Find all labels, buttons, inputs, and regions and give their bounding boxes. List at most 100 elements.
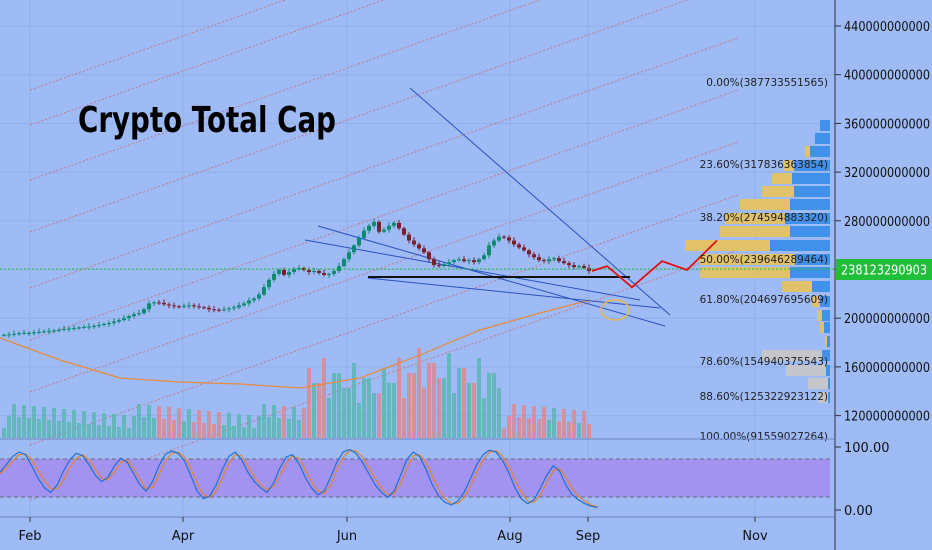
candle-body	[357, 238, 361, 246]
price-axis-label: 280000000000	[844, 214, 930, 230]
candle-body	[477, 259, 481, 263]
channel-line	[29, 0, 542, 181]
volume-bar	[252, 428, 256, 438]
volume-bar	[352, 363, 356, 438]
osc-label-100: 100.00	[844, 441, 890, 456]
candle-body	[472, 260, 476, 263]
volume-bar	[212, 424, 216, 438]
profile-bar-down	[820, 322, 824, 333]
volume-bar	[257, 416, 261, 438]
volume-bar	[227, 413, 231, 438]
candle-body	[387, 225, 391, 230]
volume-bar	[142, 417, 146, 438]
volume-bar	[117, 427, 121, 438]
candle-body	[192, 305, 196, 307]
candles	[2, 218, 591, 338]
candle-body	[122, 318, 126, 321]
volume-bar	[197, 410, 201, 438]
candle-body	[432, 259, 436, 266]
candle-body	[327, 273, 331, 275]
candle-body	[497, 236, 501, 241]
time-axis[interactable]: Feb Apr Jun Aug Sep Nov	[18, 517, 768, 544]
moving-average-line	[0, 299, 591, 389]
candle-body	[572, 265, 576, 268]
profile-bar-up	[827, 336, 830, 347]
stoch-d-line	[0, 450, 598, 508]
volume-bar	[177, 408, 181, 438]
channel-line	[29, 0, 287, 91]
volume-bar	[467, 383, 471, 438]
candle-body	[292, 269, 296, 272]
volume-bar	[137, 404, 141, 438]
volume-bar	[87, 424, 91, 438]
volume-bar	[532, 406, 536, 438]
time-axis-label: Apr	[172, 529, 195, 544]
volume-bar	[17, 417, 21, 438]
candle-body	[547, 259, 551, 262]
candle-body	[7, 334, 11, 336]
profile-bar-up	[828, 378, 830, 389]
volume-bar	[297, 420, 301, 438]
target-circle	[600, 299, 630, 321]
candle-body	[437, 265, 441, 267]
volume-bar	[427, 363, 431, 438]
profile-bar-up	[790, 226, 830, 237]
volume-bar	[527, 418, 531, 438]
price-axis[interactable]: 440000000000 400000000000 360000000000 3200…	[835, 19, 930, 425]
candle-body	[252, 298, 256, 301]
candle-body	[157, 302, 161, 304]
volume-bar	[192, 422, 196, 438]
volume-bar	[537, 419, 541, 438]
fib-label: 88.60%(125322923122)	[700, 391, 828, 403]
candle-body	[2, 334, 6, 336]
candle-body	[417, 244, 421, 249]
volume-bar	[102, 413, 106, 438]
profile-bar-down	[818, 392, 828, 403]
current-price-label: 238123290903	[841, 263, 927, 279]
candle-body	[112, 321, 116, 324]
volume-bar	[122, 415, 126, 438]
volume-bar	[342, 388, 346, 438]
volume-bar	[12, 404, 16, 438]
trend-line	[367, 277, 661, 309]
channel-line	[29, 249, 739, 501]
candle-body	[172, 305, 176, 307]
volume-bar	[572, 410, 576, 438]
profile-bar-down	[784, 160, 794, 171]
price-axis-label: 400000000000	[844, 68, 930, 84]
candle-body	[487, 245, 491, 256]
channel-line	[29, 0, 689, 233]
profile-bar-up	[792, 173, 830, 184]
volume-bar	[517, 417, 521, 438]
candle-body	[382, 229, 386, 232]
volume-bar	[377, 393, 381, 438]
candle-body	[87, 326, 91, 328]
fib-label: 50.00%(239646289464)	[700, 254, 828, 266]
candle-body	[342, 259, 346, 267]
volume-bar	[372, 393, 376, 438]
volume-bar	[512, 404, 516, 438]
volume-bar	[547, 420, 551, 438]
candle-body	[237, 305, 241, 308]
time-axis-label: Jun	[336, 529, 357, 544]
fib-label: 38.20%(274594883320)	[700, 212, 828, 224]
profile-bar-up	[770, 240, 830, 251]
volume-bars	[2, 348, 591, 438]
profile-bar-up	[828, 392, 830, 403]
candle-body	[502, 236, 506, 238]
candle-body	[162, 302, 166, 305]
candle-body	[272, 273, 276, 280]
candle-body	[517, 244, 521, 248]
profile-bar-down	[808, 378, 828, 389]
candle-body	[72, 327, 76, 329]
candle-body	[527, 250, 531, 255]
candle-body	[262, 287, 266, 295]
volume-bar	[167, 407, 171, 438]
volume-bar	[322, 358, 326, 438]
volume-bar	[242, 427, 246, 438]
current-price-box	[836, 259, 932, 280]
volume-bar	[277, 418, 281, 438]
fib-label: 100.00%(91559027264)	[700, 431, 828, 443]
volume-bar	[417, 348, 421, 438]
